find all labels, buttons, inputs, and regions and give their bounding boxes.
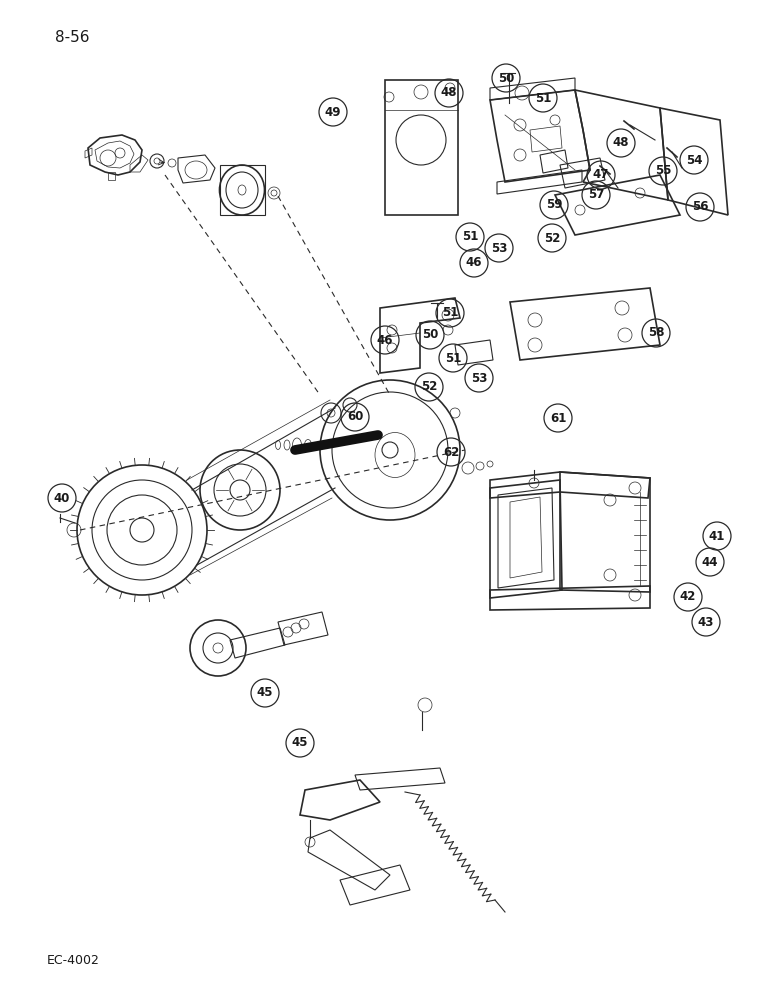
Text: 51: 51 (535, 92, 551, 104)
Text: 51: 51 (445, 352, 461, 364)
Text: 44: 44 (702, 556, 718, 568)
Text: 59: 59 (546, 198, 562, 212)
Text: 52: 52 (544, 232, 560, 244)
Text: 42: 42 (680, 590, 697, 603)
Text: 50: 50 (422, 328, 438, 342)
Text: 8-56: 8-56 (55, 30, 90, 45)
Text: 62: 62 (443, 446, 459, 458)
Text: 45: 45 (292, 736, 308, 750)
Text: 61: 61 (550, 412, 566, 424)
Text: 48: 48 (441, 87, 457, 100)
Text: 45: 45 (257, 686, 273, 700)
Text: 46: 46 (466, 256, 482, 269)
Text: 53: 53 (471, 371, 488, 384)
Text: 40: 40 (54, 491, 70, 504)
Text: 50: 50 (498, 72, 514, 85)
Bar (385, 80, 458, 215)
Text: 54: 54 (686, 153, 702, 166)
Text: 41: 41 (709, 530, 725, 542)
Text: 58: 58 (647, 326, 665, 340)
Text: 55: 55 (654, 164, 672, 178)
Text: 57: 57 (588, 188, 604, 202)
Text: 60: 60 (347, 410, 363, 424)
Text: 49: 49 (324, 105, 342, 118)
Bar (220, 165, 265, 215)
Text: 53: 53 (491, 241, 507, 254)
Text: 48: 48 (613, 136, 629, 149)
Text: 43: 43 (698, 615, 714, 629)
Text: 47: 47 (593, 168, 609, 182)
Text: 51: 51 (462, 231, 478, 243)
Text: 51: 51 (441, 306, 458, 320)
Text: 52: 52 (421, 380, 437, 393)
Text: EC-4002: EC-4002 (47, 954, 100, 966)
Text: 46: 46 (377, 334, 393, 347)
Text: 56: 56 (692, 200, 708, 214)
